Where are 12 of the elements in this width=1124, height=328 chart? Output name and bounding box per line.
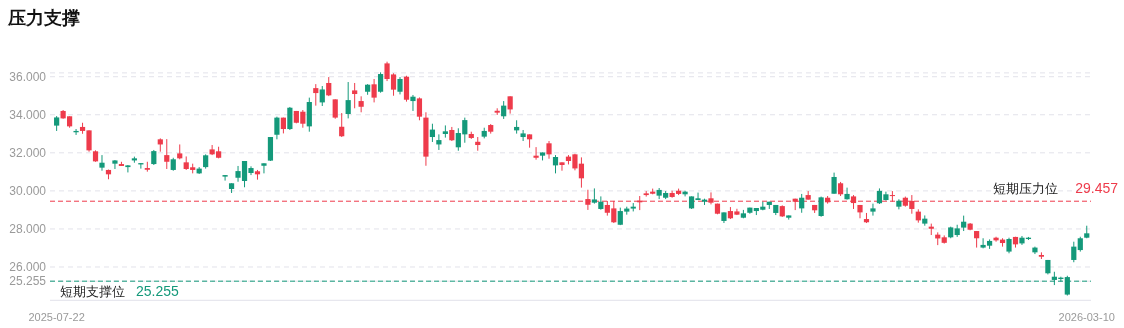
y-tick-label: 30.000 [9, 183, 47, 198]
y-tick-label: 36.000 [9, 69, 47, 84]
y-tick-label: 28.000 [9, 221, 47, 236]
x-tick-label: 2025-07-22 [28, 311, 85, 323]
y-tick-label: 32.000 [9, 145, 47, 160]
y-tick-label: 34.000 [9, 107, 47, 122]
annotation: 29.457 [1075, 180, 1118, 197]
y-tick-label: 25.255 [9, 274, 47, 289]
y-tick-label: 26.000 [9, 260, 47, 274]
annotation: 25.255 [136, 283, 179, 300]
title: 压力支撑 [8, 8, 80, 28]
x-tick-label: 2026-03-10 [1058, 311, 1115, 323]
